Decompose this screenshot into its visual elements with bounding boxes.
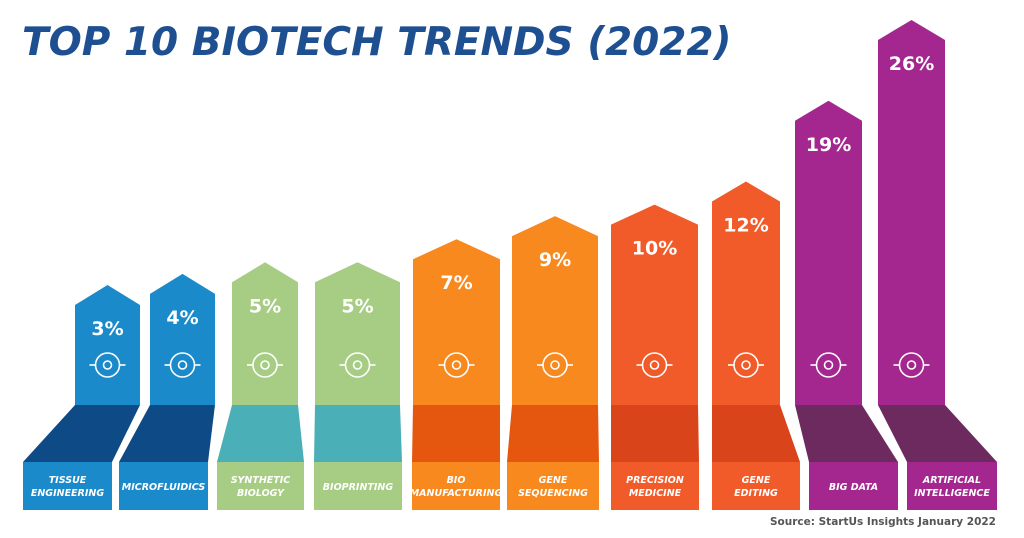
bar-column	[512, 216, 598, 405]
category-label: BIG DATA	[829, 482, 878, 493]
category-label: BIO	[447, 475, 466, 486]
category-label-box	[23, 462, 112, 510]
precision-target-syringe-icon	[636, 352, 673, 378]
bar-column	[611, 204, 698, 405]
synthetic-biology-hexagon-icon	[247, 352, 283, 378]
3d-printer-icon	[339, 352, 376, 378]
bar-column	[232, 262, 298, 405]
bar-4: 5% BIOPRINTING	[314, 262, 402, 510]
category-label-box	[314, 462, 402, 510]
bar-column	[150, 273, 215, 405]
category-label-box	[907, 462, 997, 510]
category-label: BIOPRINTING	[323, 482, 394, 493]
big-data-gauge-icon	[810, 352, 847, 378]
bar-column	[413, 239, 500, 405]
category-label-box	[611, 462, 699, 510]
bar-band	[119, 405, 215, 462]
category-label-box	[507, 462, 599, 510]
bar-band	[217, 405, 304, 462]
category-label: PRECISION	[626, 475, 684, 486]
bar-7: 10% PRECISION MEDICINE	[611, 204, 699, 510]
bar-9: 19% BIG DATA	[795, 100, 898, 510]
data-label: 7%	[440, 272, 472, 294]
bar-band	[611, 405, 699, 462]
bar-band	[712, 405, 800, 462]
category-label: SEQUENCING	[518, 488, 588, 499]
data-label: 19%	[806, 134, 851, 156]
data-label: 4%	[166, 307, 198, 329]
bar-6: 9% GENE SEQUENCING	[507, 216, 599, 510]
bar-band	[795, 405, 898, 462]
category-label-box	[712, 462, 800, 510]
category-label-box	[809, 462, 898, 510]
bar-8: 12% GENE EDITING	[712, 181, 800, 510]
bar-column	[878, 20, 945, 405]
bar-1: 3% TISSUE ENGINEERING	[23, 285, 140, 510]
category-label: BIOLOGY	[237, 488, 285, 499]
category-label-box	[217, 462, 304, 510]
category-label: EDITING	[734, 488, 778, 499]
bar-band	[878, 405, 997, 462]
category-label: SYNTHETIC	[231, 475, 291, 486]
chart-title: TOP 10 BIOTECH TRENDS (2022)	[22, 20, 732, 65]
category-label: MANUFACTURING	[410, 488, 503, 499]
data-label: 9%	[539, 249, 571, 271]
data-label: 3%	[91, 318, 123, 340]
category-label: MEDICINE	[629, 488, 682, 499]
category-label: MICROFLUIDICS	[122, 482, 206, 493]
dna-helix-icon	[728, 352, 764, 378]
category-label: GENE	[539, 475, 568, 486]
category-label: ARTIFICIAL	[922, 475, 981, 486]
bio-gear-icon	[438, 352, 475, 378]
bar-10: 26% ARTIFICIAL INTELLIGENCE	[878, 20, 997, 510]
dna-sequencing-icon	[537, 352, 573, 378]
data-label: 5%	[341, 295, 373, 317]
data-label: 10%	[632, 238, 677, 260]
bar-2: 4% MICROFLUIDICS	[119, 273, 215, 510]
data-label: 5%	[249, 295, 281, 317]
source-note: Source: StartUs Insights January 2022	[769, 516, 996, 528]
category-label: ENGINEERING	[31, 488, 105, 499]
category-label: TISSUE	[49, 475, 87, 486]
bar-column	[75, 285, 140, 405]
bar-3: 5% SYNTHETIC BIOLOGY	[217, 262, 304, 510]
category-label-box	[119, 462, 208, 510]
bar-column	[315, 262, 400, 405]
ai-head-circuit-icon	[893, 352, 930, 378]
bar-column	[712, 181, 780, 405]
tissue-molecule-icon	[89, 352, 126, 378]
bar-column	[795, 100, 862, 406]
microchip-icon	[164, 352, 201, 378]
bar-band	[412, 405, 500, 462]
bar-5: 7% BIO MANUFACTURING	[410, 239, 503, 510]
category-label-box	[412, 462, 500, 510]
bar-band	[314, 405, 402, 462]
bar-band	[23, 405, 140, 462]
category-label: GENE	[742, 475, 771, 486]
category-label: INTELLIGENCE	[914, 488, 990, 499]
data-label: 12%	[723, 215, 768, 237]
data-label: 26%	[889, 53, 934, 75]
bar-band	[507, 405, 599, 462]
